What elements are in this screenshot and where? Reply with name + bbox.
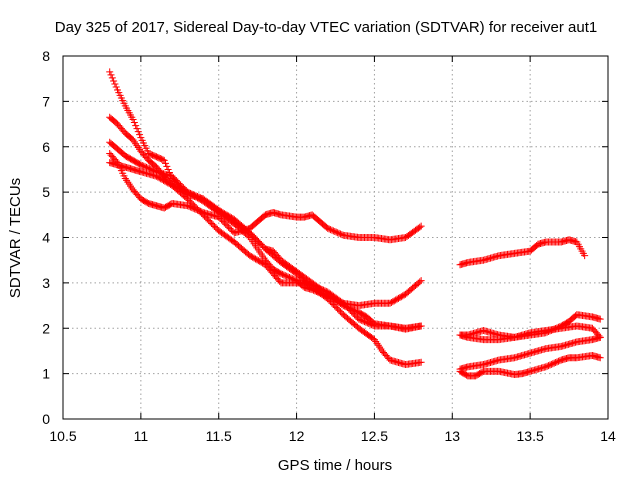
- data-point: [111, 80, 119, 88]
- y-tick-label: 8: [42, 48, 50, 64]
- y-tick-label: 2: [42, 320, 50, 336]
- data-point: [108, 74, 116, 82]
- x-tick-label: 10.5: [49, 428, 76, 444]
- data-point: [162, 159, 170, 167]
- data-point: [417, 277, 425, 285]
- y-tick-label: 3: [42, 275, 50, 291]
- data-point: [130, 119, 138, 127]
- data-point: [159, 156, 167, 164]
- x-tick-label: 13: [444, 428, 460, 444]
- series-sat-d: [106, 150, 589, 269]
- y-tick-label: 0: [42, 411, 50, 427]
- series-sat-e: [106, 159, 604, 344]
- data-point: [596, 315, 604, 323]
- data-point: [133, 125, 141, 133]
- data-point: [581, 252, 589, 260]
- y-tick-label: 4: [42, 230, 50, 246]
- x-tick-label: 12: [289, 428, 305, 444]
- data-point: [134, 128, 142, 136]
- data-point: [163, 162, 171, 170]
- y-tick-label: 5: [42, 184, 50, 200]
- plot-frame: [62, 55, 609, 420]
- data-point: [107, 71, 115, 79]
- data-point: [417, 322, 425, 330]
- x-tick-label: 11: [134, 428, 149, 444]
- y-axis-label: SDTVAR / TECUs: [7, 178, 24, 298]
- y-tick-label: 6: [42, 139, 50, 155]
- data-point: [129, 116, 137, 124]
- data-point: [596, 354, 604, 362]
- x-axis-label: GPS time / hours: [278, 457, 392, 474]
- data-points: [106, 68, 604, 380]
- data-point: [136, 131, 144, 139]
- chart-title: Day 325 of 2017, Sidereal Day-to-day VTE…: [55, 19, 597, 36]
- x-tick-label: 13.5: [517, 428, 544, 444]
- grid-lines: [63, 56, 608, 419]
- data-point: [110, 77, 118, 85]
- y-tick-label: 1: [42, 366, 50, 382]
- data-point: [596, 333, 604, 341]
- data-point: [132, 122, 140, 130]
- data-point: [112, 83, 120, 91]
- data-point: [416, 278, 424, 286]
- data-point: [417, 222, 425, 230]
- data-point: [416, 223, 424, 231]
- data-point: [160, 156, 168, 164]
- data-point: [106, 68, 114, 76]
- y-tick-label: 7: [42, 93, 50, 109]
- x-tick-label: 14: [600, 428, 616, 444]
- x-tick-label: 11.5: [206, 428, 232, 444]
- series-sat-b: [106, 113, 604, 380]
- data-point: [417, 358, 425, 366]
- x-tick-label: 12.5: [361, 428, 388, 444]
